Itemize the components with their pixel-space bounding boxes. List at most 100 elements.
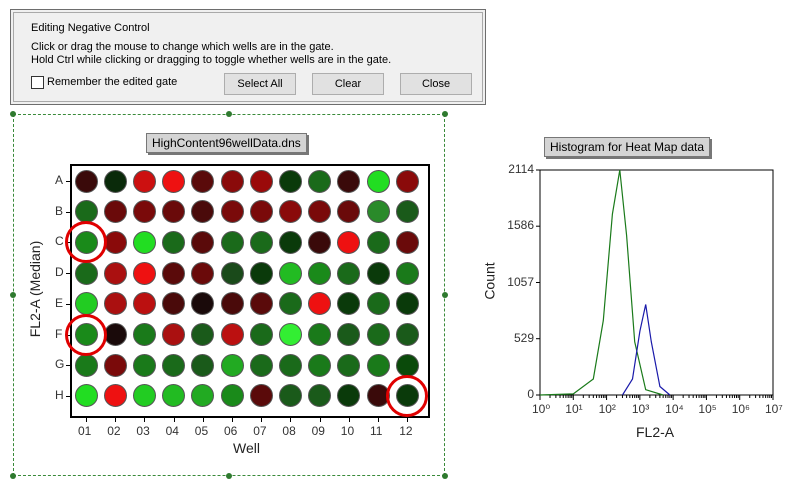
well-E12[interactable] (395, 292, 419, 316)
well-B07[interactable] (249, 200, 273, 224)
well-H08[interactable] (278, 384, 302, 408)
well-B12[interactable] (395, 200, 419, 224)
well-E06[interactable] (220, 292, 244, 316)
well-B08[interactable] (278, 200, 302, 224)
well-A07[interactable] (249, 169, 273, 193)
well-B04[interactable] (162, 200, 186, 224)
well-G05[interactable] (191, 353, 215, 377)
well-A01[interactable] (74, 169, 98, 193)
well-H07[interactable] (249, 384, 273, 408)
well-B09[interactable] (308, 200, 332, 224)
well-C12[interactable] (395, 230, 419, 254)
well-A11[interactable] (366, 169, 390, 193)
well-E07[interactable] (249, 292, 273, 316)
resize-handle-bottom[interactable] (226, 473, 232, 479)
well-E02[interactable] (103, 292, 127, 316)
resize-handle-right[interactable] (442, 292, 448, 298)
well-A08[interactable] (278, 169, 302, 193)
well-B10[interactable] (337, 200, 361, 224)
well-B02[interactable] (103, 200, 127, 224)
well-D12[interactable] (395, 261, 419, 285)
select-all-button[interactable]: Select All (224, 73, 296, 95)
column-tick (202, 418, 204, 422)
well-H04[interactable] (162, 384, 186, 408)
resize-handle-left[interactable] (10, 292, 16, 298)
well-C07[interactable] (249, 230, 273, 254)
well-A10[interactable] (337, 169, 361, 193)
well-A06[interactable] (220, 169, 244, 193)
well-C03[interactable] (132, 230, 156, 254)
well-D03[interactable] (132, 261, 156, 285)
well-B05[interactable] (191, 200, 215, 224)
well-H05[interactable] (191, 384, 215, 408)
well-G02[interactable] (103, 353, 127, 377)
well-C04[interactable] (162, 230, 186, 254)
well-D08[interactable] (278, 261, 302, 285)
well-A02[interactable] (103, 169, 127, 193)
well-D02[interactable] (103, 261, 127, 285)
well-E11[interactable] (366, 292, 390, 316)
resize-handle-top-right[interactable] (442, 111, 448, 117)
well-B06[interactable] (220, 200, 244, 224)
clear-button[interactable]: Clear (312, 73, 384, 95)
resize-handle-top-left[interactable] (10, 111, 16, 117)
well-C11[interactable] (366, 230, 390, 254)
well-G07[interactable] (249, 353, 273, 377)
resize-handle-bottom-left[interactable] (10, 473, 16, 479)
well-D05[interactable] (191, 261, 215, 285)
close-button[interactable]: Close (400, 73, 472, 95)
well-H03[interactable] (132, 384, 156, 408)
resize-handle-bottom-right[interactable] (442, 473, 448, 479)
well-C06[interactable] (220, 230, 244, 254)
well-H09[interactable] (308, 384, 332, 408)
well-D09[interactable] (308, 261, 332, 285)
resize-handle-top[interactable] (226, 111, 232, 117)
well-E05[interactable] (191, 292, 215, 316)
well-G04[interactable] (162, 353, 186, 377)
well-D10[interactable] (337, 261, 361, 285)
well-B03[interactable] (132, 200, 156, 224)
well-C08[interactable] (278, 230, 302, 254)
well-F09[interactable] (308, 323, 332, 346)
well-E08[interactable] (278, 292, 302, 316)
remember-gate-label[interactable]: Remember the edited gate (47, 76, 178, 88)
well-H01[interactable] (74, 384, 98, 408)
dialog-instruction-1: Click or drag the mouse to change which … (31, 41, 334, 53)
well-A09[interactable] (308, 169, 332, 193)
well-F06[interactable] (220, 323, 244, 346)
well-F04[interactable] (162, 323, 186, 346)
well-F12[interactable] (395, 323, 419, 346)
well-E03[interactable] (132, 292, 156, 316)
well-A04[interactable] (162, 169, 186, 193)
well-E10[interactable] (337, 292, 361, 316)
well-G10[interactable] (337, 353, 361, 377)
well-D07[interactable] (249, 261, 273, 285)
well-C10[interactable] (337, 230, 361, 254)
well-F10[interactable] (337, 323, 361, 346)
well-C05[interactable] (191, 230, 215, 254)
well-E04[interactable] (162, 292, 186, 316)
well-G11[interactable] (366, 353, 390, 377)
well-A12[interactable] (395, 169, 419, 193)
well-G03[interactable] (132, 353, 156, 377)
well-D06[interactable] (220, 261, 244, 285)
well-F05[interactable] (191, 323, 215, 346)
well-D04[interactable] (162, 261, 186, 285)
well-F03[interactable] (132, 323, 156, 346)
well-F11[interactable] (366, 323, 390, 346)
well-C09[interactable] (308, 230, 332, 254)
well-G09[interactable] (308, 353, 332, 377)
well-E09[interactable] (308, 292, 332, 316)
well-D11[interactable] (366, 261, 390, 285)
well-G06[interactable] (220, 353, 244, 377)
well-A05[interactable] (191, 169, 215, 193)
well-F07[interactable] (249, 323, 273, 346)
well-H10[interactable] (337, 384, 361, 408)
well-H02[interactable] (103, 384, 127, 408)
well-A03[interactable] (132, 169, 156, 193)
well-G08[interactable] (278, 353, 302, 377)
remember-gate-checkbox[interactable] (31, 76, 44, 89)
well-F08[interactable] (278, 323, 302, 346)
well-B11[interactable] (366, 200, 390, 224)
well-H06[interactable] (220, 384, 244, 408)
